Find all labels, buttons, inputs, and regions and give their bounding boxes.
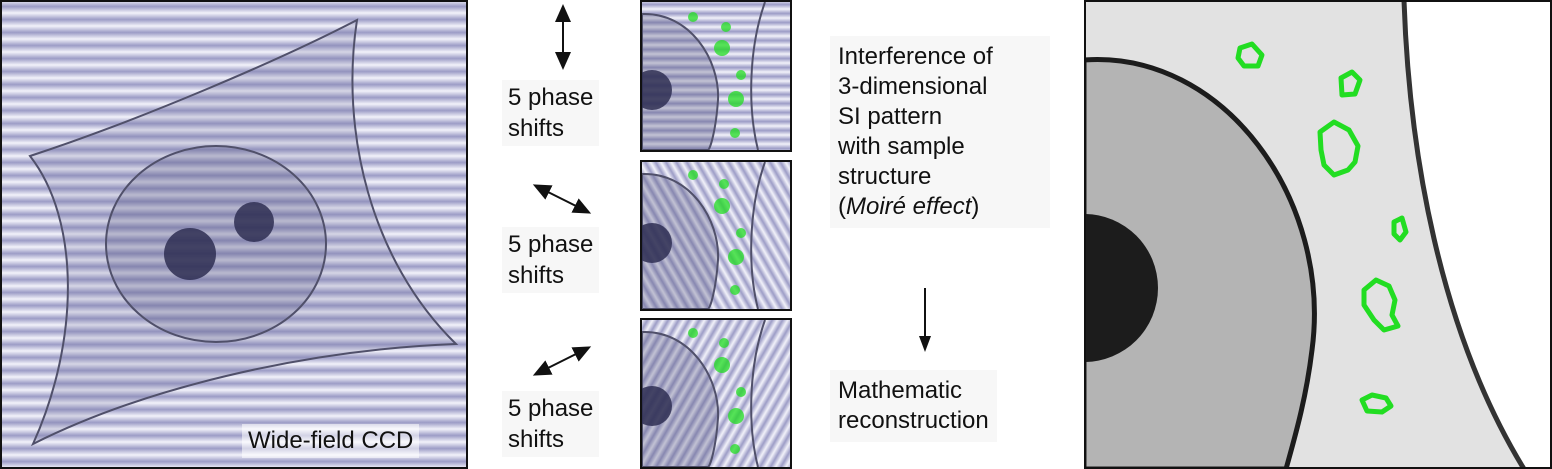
phase-label-line: shifts	[508, 426, 565, 453]
phase-panel-3	[642, 320, 790, 467]
phase-label-line: shifts	[508, 115, 565, 142]
interference-line: with sample	[838, 133, 965, 160]
phase-panels	[640, 0, 792, 469]
phase-label-line: 5 phase	[508, 84, 594, 111]
interference-line: (Moiré effect)	[838, 193, 980, 220]
reconstruction-text: Mathematic reconstruction	[830, 370, 997, 442]
phase-label-line: shifts	[508, 262, 565, 289]
double-arrow-icon	[532, 184, 592, 214]
interference-line: Interference of	[838, 43, 993, 70]
reconstruction-panel	[1084, 0, 1552, 469]
phase-panel-2	[642, 162, 790, 309]
phase-arrows	[532, 3, 592, 376]
phase-label-line: 5 phase	[508, 231, 594, 258]
moire-effect-text: Moiré effect	[846, 193, 972, 220]
phase-label-2: 5 phase shifts	[502, 227, 600, 293]
phase-label-line: 5 phase	[508, 395, 594, 422]
nucleolus	[1086, 214, 1158, 362]
wide-field-caption: Wide-field CCD	[242, 424, 420, 458]
cell-boundary	[1401, 2, 1526, 467]
phase-label-1: 5 phase shifts	[502, 80, 600, 146]
interference-line: structure	[838, 163, 932, 190]
interference-line: SI pattern	[838, 103, 943, 130]
interference-line: 3-dimensional	[838, 73, 988, 100]
nucleolus	[234, 202, 274, 242]
phase-label-3: 5 phase shifts	[502, 391, 600, 457]
fluorescent-spots	[1235, 41, 1409, 415]
down-arrow-icon	[919, 288, 931, 352]
nucleolus	[164, 228, 216, 280]
wide-field-panel: Wide-field CCD	[0, 0, 468, 469]
reconstruction-line: Mathematic	[838, 377, 963, 404]
phase-panel-1	[642, 2, 790, 150]
wide-field-illustration	[0, 0, 468, 469]
nucleus	[105, 145, 327, 343]
interference-text: Interference of 3-dimensional SI pattern…	[830, 36, 1050, 228]
nucleus-region	[1086, 57, 1317, 467]
double-arrow-icon	[532, 346, 592, 376]
reconstruction-line: reconstruction	[838, 407, 989, 434]
